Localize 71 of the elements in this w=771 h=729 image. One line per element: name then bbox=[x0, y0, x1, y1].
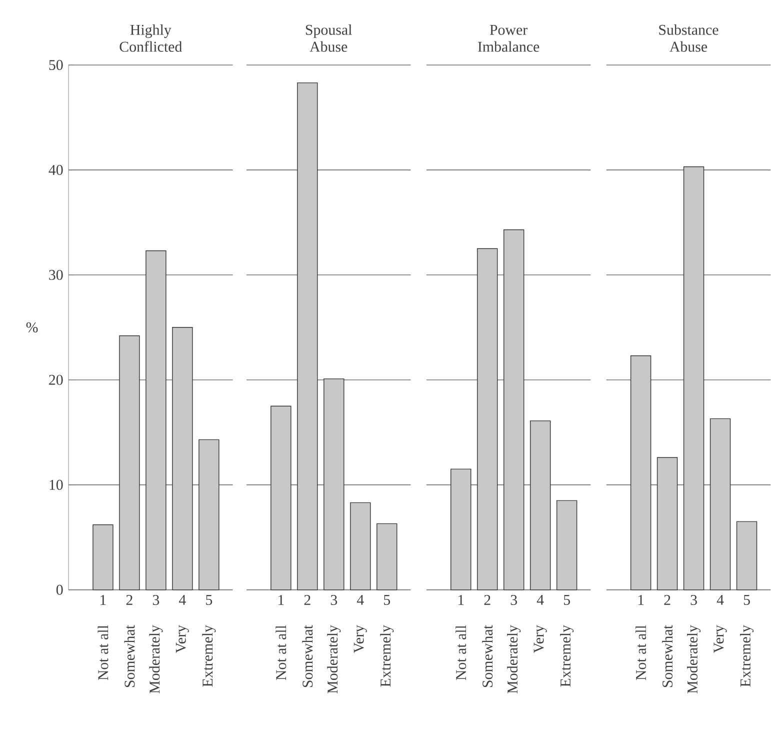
bar bbox=[119, 336, 140, 590]
x-tick-label: 3 bbox=[330, 595, 338, 606]
bar bbox=[556, 500, 578, 590]
bar bbox=[270, 406, 292, 590]
bar bbox=[710, 418, 731, 590]
y-tick-label: 30 bbox=[49, 270, 63, 280]
y-axis-title: % bbox=[26, 322, 38, 333]
bar bbox=[450, 468, 472, 590]
text: Not at all bbox=[456, 625, 466, 680]
x-tick-label: 3 bbox=[690, 595, 697, 606]
bar bbox=[172, 327, 193, 590]
bar bbox=[477, 248, 498, 590]
x-tick-label: 4 bbox=[536, 595, 544, 605]
x-tick-label: 2 bbox=[664, 595, 670, 605]
bar bbox=[376, 523, 398, 590]
bar bbox=[146, 250, 166, 590]
text: Very bbox=[714, 625, 727, 654]
x-tick-label: 3 bbox=[510, 595, 517, 606]
bar bbox=[683, 166, 704, 590]
x-tick-label: 5 bbox=[206, 595, 212, 606]
y-tick-label: 50 bbox=[49, 60, 63, 70]
chart-title: Power Imbalance bbox=[478, 25, 540, 52]
bar bbox=[530, 420, 551, 590]
x-tick-label: 1 bbox=[100, 595, 106, 605]
text: Very bbox=[354, 625, 367, 654]
text: Moderately bbox=[507, 625, 521, 694]
text: Not at all bbox=[98, 625, 108, 680]
x-tick-label: 1 bbox=[278, 595, 284, 605]
x-tick-label: 2 bbox=[126, 595, 132, 605]
text: Extremely bbox=[202, 625, 216, 687]
x-tick-label: 5 bbox=[564, 595, 570, 606]
y-tick-label: 40 bbox=[48, 165, 63, 176]
text: Extremely bbox=[740, 625, 754, 687]
text: Extremely bbox=[560, 625, 574, 687]
chart-title: Substance Abuse bbox=[659, 24, 718, 52]
x-tick-label: 2 bbox=[304, 595, 310, 605]
text: Somewhat bbox=[662, 625, 673, 688]
x-tick-label: 5 bbox=[744, 595, 750, 606]
y-tick-label: 0 bbox=[56, 584, 63, 595]
text: Somewhat bbox=[482, 625, 493, 688]
bar bbox=[297, 82, 318, 590]
x-tick-label: 4 bbox=[179, 595, 186, 605]
x-tick-label: 5 bbox=[384, 595, 390, 606]
text: Moderately bbox=[149, 625, 163, 694]
chart-title: Spousal Abuse bbox=[306, 24, 352, 52]
text: Extremely bbox=[380, 625, 394, 687]
x-tick-label: 1 bbox=[458, 595, 464, 605]
text: Moderately bbox=[327, 625, 341, 694]
text: Not at all bbox=[276, 625, 286, 680]
x-tick-label: 4 bbox=[716, 595, 724, 605]
x-tick-label: 3 bbox=[152, 595, 160, 606]
y-tick-label: 10 bbox=[50, 480, 63, 490]
bar bbox=[656, 457, 678, 590]
bar bbox=[198, 439, 220, 590]
text: Moderately bbox=[686, 625, 701, 694]
bar bbox=[736, 521, 758, 590]
chart-title: Highly Conflicted bbox=[120, 24, 182, 52]
bar bbox=[503, 230, 524, 590]
text: Not at all bbox=[636, 625, 646, 680]
text: Somewhat bbox=[124, 625, 135, 688]
bar bbox=[350, 502, 371, 590]
x-tick-label: 1 bbox=[638, 595, 644, 605]
text: Very bbox=[176, 625, 189, 654]
bar bbox=[630, 356, 652, 590]
text: Somewhat bbox=[302, 625, 313, 688]
x-tick-label: 2 bbox=[484, 595, 490, 605]
y-tick-label: 20 bbox=[49, 374, 63, 386]
text: Very bbox=[534, 625, 547, 654]
bar bbox=[324, 378, 344, 590]
bar bbox=[92, 524, 114, 590]
x-tick-label: 4 bbox=[356, 595, 364, 605]
